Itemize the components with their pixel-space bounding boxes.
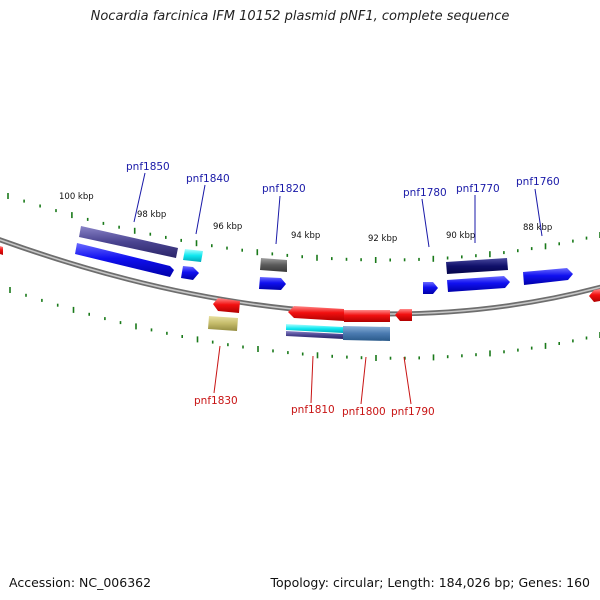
scale-label-90kbp: 90 kbp [446, 231, 475, 241]
topology-summary: Topology: circular; Length: 184,026 bp; … [270, 575, 591, 590]
gene-label-pnf1850[interactable]: pnf1850 [126, 161, 170, 173]
scale-label-98kbp: 98 kbp [137, 210, 166, 220]
gene-edge-reverse-arrow-left[interactable] [0, 246, 3, 255]
gene-pnf1820-feature[interactable] [260, 258, 287, 272]
gene-label-pnf1790[interactable]: pnf1790 [391, 406, 435, 418]
outer-tick-ring [7, 193, 600, 263]
leader-lines [133, 172, 543, 405]
gene-label-pnf1820[interactable]: pnf1820 [262, 183, 306, 195]
scale-label-100kbp: 100 kbp [59, 192, 94, 202]
gene-label-pnf1780[interactable]: pnf1780 [403, 187, 447, 199]
gene-pnf1810-feature-cyan[interactable] [286, 324, 343, 333]
scale-label-92kbp: 92 kbp [368, 234, 397, 244]
gene-pnf1790-reverse-arrow[interactable] [395, 309, 412, 321]
scale-label-96kbp: 96 kbp [213, 222, 242, 232]
gene-label-pnf1770[interactable]: pnf1770 [456, 183, 500, 195]
gene-pnf1840-feature[interactable] [183, 249, 203, 262]
gene-pnf1770-feature[interactable] [446, 258, 508, 274]
gene-pnf1780-forward-arrow[interactable] [423, 282, 438, 294]
forward-genes [75, 226, 573, 294]
gene-pnf1850-feature[interactable] [79, 226, 178, 258]
gene-pnf1830-reverse-arrow[interactable] [213, 298, 240, 313]
reverse-genes [0, 246, 600, 341]
gene-pnf1770-forward-arrow[interactable] [447, 276, 510, 292]
gene-label-pnf1800[interactable]: pnf1800 [342, 406, 386, 418]
accession-text: Accession: NC_006362 [9, 575, 152, 590]
gene-pnf1810-reverse-arrow[interactable] [288, 306, 344, 321]
gene-pnf1760-forward-arrow[interactable] [523, 268, 573, 285]
gene-pnf1800-reverse-arrow[interactable] [344, 310, 390, 322]
map-title: Nocardia farcinica IFM 10152 plasmid pNF… [90, 9, 510, 24]
gene-pnf1800-feature[interactable] [343, 326, 390, 341]
gene-edge-reverse-arrow-right[interactable] [589, 289, 600, 302]
scale-label-88kbp: 88 kbp [523, 223, 552, 233]
gene-pnf1850-forward-arrow[interactable] [75, 243, 174, 277]
gene-forward-arrow-small-2[interactable] [259, 277, 286, 290]
inner-tick-ring [9, 287, 600, 361]
gene-label-pnf1810[interactable]: pnf1810 [291, 404, 335, 416]
gene-label-pnf1760[interactable]: pnf1760 [516, 176, 560, 188]
gene-pnf1830-feature[interactable] [208, 316, 238, 331]
gene-label-pnf1840[interactable]: pnf1840 [186, 173, 230, 185]
gene-label-pnf1830[interactable]: pnf1830 [194, 395, 238, 407]
gene-forward-arrow-small-1[interactable] [181, 266, 199, 280]
scale-label-94kbp: 94 kbp [291, 231, 320, 241]
gene-pnf1810-feature-purple[interactable] [286, 331, 343, 339]
